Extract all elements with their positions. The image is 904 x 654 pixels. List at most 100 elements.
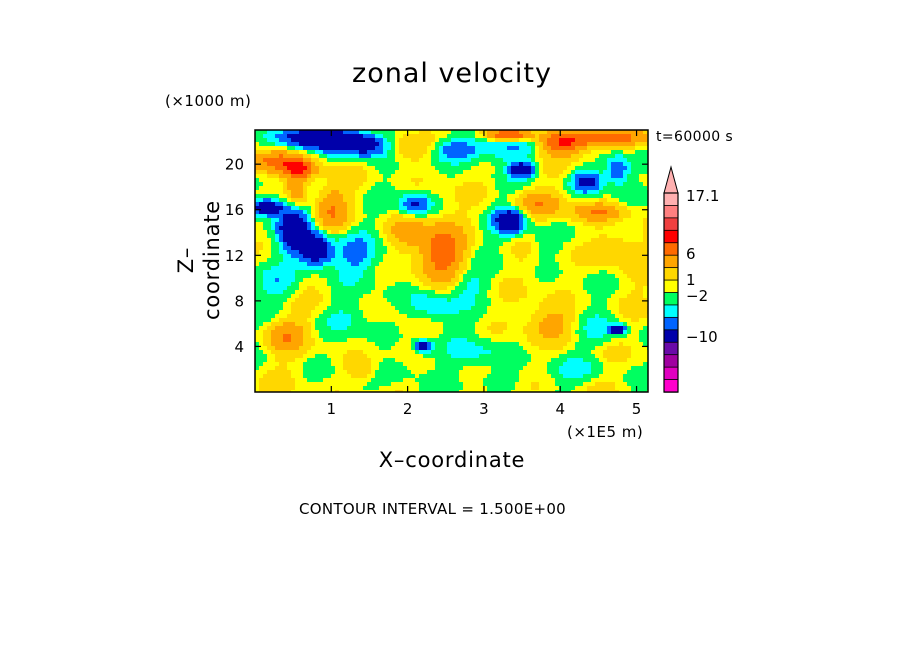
heatmap-cell bbox=[255, 226, 260, 231]
heatmap-cell bbox=[275, 306, 280, 311]
heatmap-cell bbox=[279, 178, 284, 183]
heatmap-cell bbox=[443, 242, 448, 247]
heatmap-cell bbox=[267, 286, 272, 291]
heatmap-cell bbox=[467, 270, 472, 275]
heatmap-cell bbox=[575, 262, 580, 267]
heatmap-cell bbox=[335, 158, 340, 163]
heatmap-cell bbox=[563, 150, 568, 155]
heatmap-cell bbox=[371, 194, 376, 199]
heatmap-cell bbox=[267, 166, 272, 171]
heatmap-cell bbox=[515, 322, 520, 327]
heatmap-cell bbox=[399, 298, 404, 303]
heatmap-cell bbox=[523, 322, 528, 327]
heatmap-cell bbox=[623, 282, 628, 287]
heatmap-cell bbox=[331, 178, 336, 183]
heatmap-cell bbox=[559, 270, 564, 275]
heatmap-cell bbox=[267, 294, 272, 299]
heatmap-cell bbox=[451, 214, 456, 219]
heatmap-cell bbox=[379, 214, 384, 219]
heatmap-cell bbox=[603, 266, 608, 271]
heatmap-cell bbox=[407, 138, 412, 143]
heatmap-cell bbox=[267, 182, 272, 187]
heatmap-cell bbox=[459, 234, 464, 239]
heatmap-cell bbox=[583, 134, 588, 139]
heatmap-cell bbox=[627, 130, 632, 135]
heatmap-cell bbox=[483, 194, 488, 199]
heatmap-cell bbox=[407, 302, 412, 307]
heatmap-cell bbox=[319, 150, 324, 155]
heatmap-cell bbox=[383, 226, 388, 231]
heatmap-cell bbox=[295, 166, 300, 171]
heatmap-cell bbox=[439, 214, 444, 219]
heatmap-cell bbox=[411, 222, 416, 227]
heatmap-cell bbox=[559, 190, 564, 195]
heatmap-cell bbox=[343, 186, 348, 191]
heatmap-cell bbox=[255, 310, 260, 315]
heatmap-cell bbox=[527, 318, 532, 323]
heatmap-cell bbox=[451, 262, 456, 267]
heatmap-cell bbox=[539, 290, 544, 295]
heatmap-cell bbox=[639, 302, 644, 307]
heatmap-cell bbox=[411, 134, 416, 139]
heatmap-cell bbox=[439, 154, 444, 159]
heatmap-cell bbox=[507, 162, 512, 167]
heatmap-cell bbox=[391, 210, 396, 215]
heatmap-cell bbox=[319, 230, 324, 235]
heatmap-cell bbox=[499, 270, 504, 275]
heatmap-cell bbox=[347, 278, 352, 283]
heatmap-cell bbox=[315, 242, 320, 247]
heatmap-cell bbox=[539, 230, 544, 235]
heatmap-cell bbox=[263, 326, 268, 331]
heatmap-cell bbox=[467, 322, 472, 327]
heatmap-cell bbox=[455, 282, 460, 287]
heatmap-cell bbox=[323, 150, 328, 155]
heatmap-cell bbox=[411, 326, 416, 331]
heatmap-cell bbox=[563, 242, 568, 247]
heatmap-cell bbox=[635, 254, 640, 259]
heatmap-cell bbox=[535, 178, 540, 183]
heatmap-cell bbox=[287, 226, 292, 231]
heatmap-cell bbox=[643, 298, 648, 303]
heatmap-cell bbox=[291, 194, 296, 199]
heatmap-cell bbox=[435, 254, 440, 259]
heatmap-cell bbox=[595, 166, 600, 171]
heatmap-cell bbox=[371, 254, 376, 259]
heatmap-cell bbox=[403, 318, 408, 323]
heatmap-cell bbox=[515, 294, 520, 299]
heatmap-cell bbox=[355, 170, 360, 175]
heatmap-cell bbox=[591, 154, 596, 159]
heatmap-cell bbox=[283, 302, 288, 307]
heatmap-cell bbox=[427, 330, 432, 335]
heatmap-cell bbox=[387, 142, 392, 147]
heatmap-cell bbox=[327, 198, 332, 203]
heatmap-cell bbox=[431, 146, 436, 151]
heatmap-cell bbox=[627, 214, 632, 219]
heatmap-cell bbox=[559, 194, 564, 199]
heatmap-cell bbox=[503, 150, 508, 155]
heatmap-cell bbox=[631, 238, 636, 243]
heatmap-cell bbox=[299, 258, 304, 263]
heatmap-cell bbox=[303, 282, 308, 287]
heatmap-cell bbox=[371, 158, 376, 163]
heatmap-cell bbox=[367, 210, 372, 215]
heatmap-cell bbox=[563, 182, 568, 187]
heatmap-cell bbox=[403, 214, 408, 219]
heatmap-cell bbox=[619, 290, 624, 295]
heatmap-cell bbox=[559, 174, 564, 179]
heatmap-cell bbox=[399, 282, 404, 287]
heatmap-cell bbox=[327, 314, 332, 319]
heatmap-cell bbox=[495, 174, 500, 179]
heatmap-cell bbox=[439, 290, 444, 295]
heatmap-cell bbox=[391, 262, 396, 267]
heatmap-cell bbox=[255, 314, 260, 319]
heatmap-cell bbox=[455, 150, 460, 155]
heatmap-cell bbox=[471, 242, 476, 247]
heatmap-cell bbox=[423, 242, 428, 247]
heatmap-cell bbox=[255, 130, 260, 135]
heatmap-cell bbox=[523, 326, 528, 331]
heatmap-cell bbox=[611, 138, 616, 143]
heatmap-cell bbox=[271, 186, 276, 191]
heatmap-cell bbox=[451, 254, 456, 259]
heatmap-cell bbox=[419, 318, 424, 323]
heatmap-cell bbox=[255, 290, 260, 295]
